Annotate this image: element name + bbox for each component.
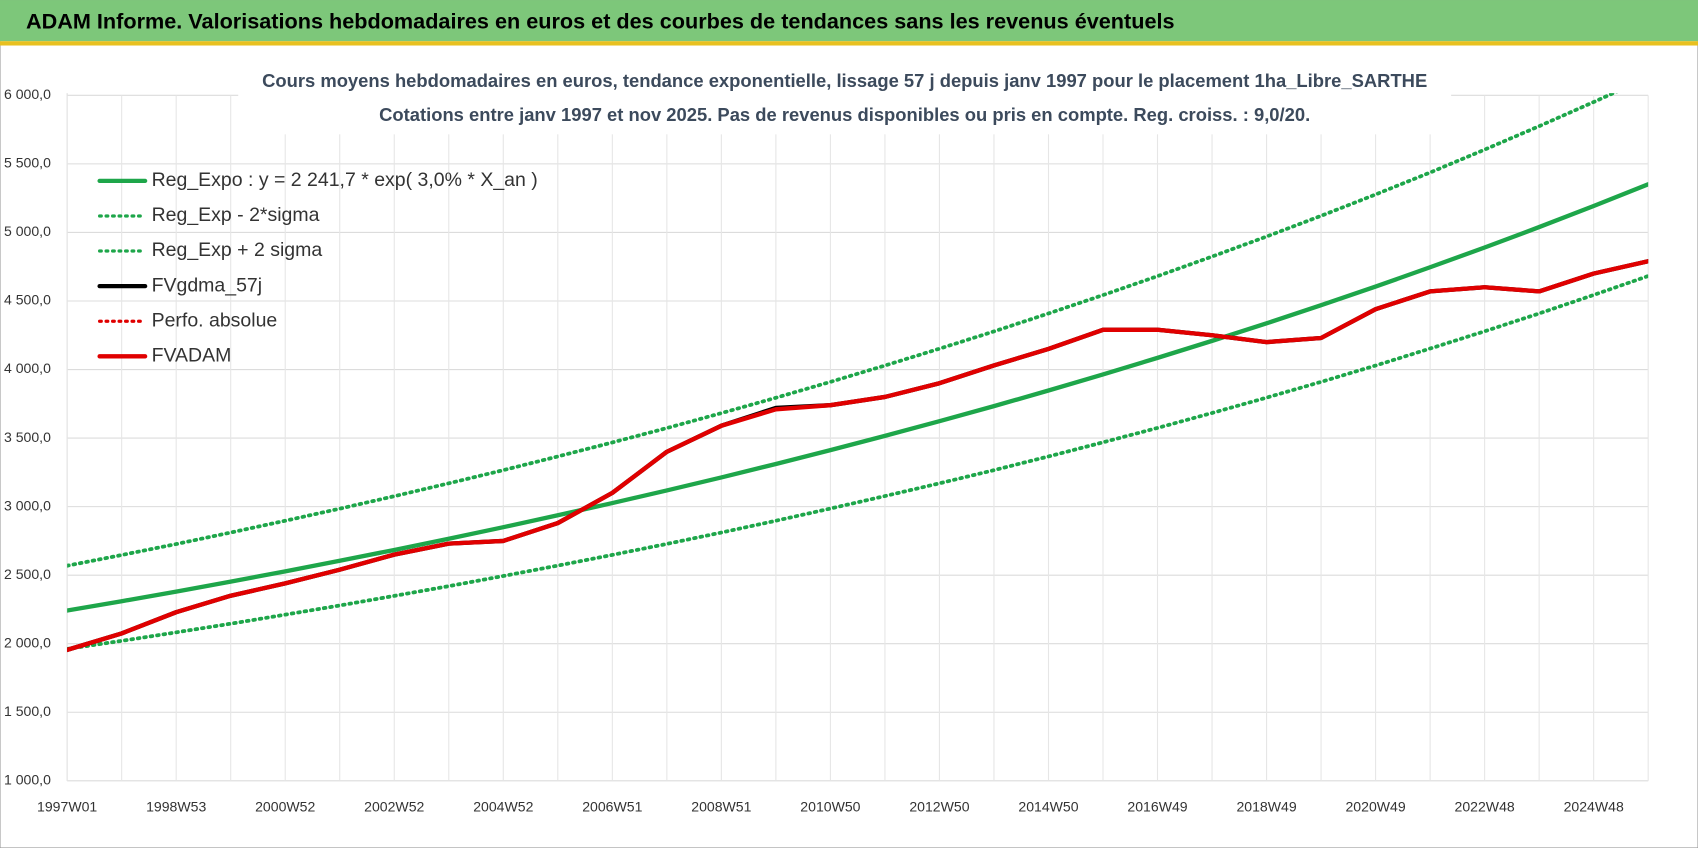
legend: Reg_Expo : y = 2 241,7 * exp( 3,0% * X_a… xyxy=(97,169,538,366)
series-line xyxy=(67,93,1618,568)
x-tick-label: 2008W51 xyxy=(691,799,751,815)
x-tick-label: 2016W49 xyxy=(1127,799,1187,815)
y-tick-label: 5 000,0 xyxy=(4,223,51,239)
y-tick-label: 1 000,0 xyxy=(4,772,51,788)
y-tick-label: 5 500,0 xyxy=(4,155,51,171)
legend-label: Reg_Exp - 2*sigma xyxy=(152,204,320,226)
y-tick-label: 1 500,0 xyxy=(4,703,51,719)
header-title: ADAM Informe. Valorisations hebdomadaire… xyxy=(26,9,1175,34)
x-tick-label: 1998W53 xyxy=(146,799,206,815)
x-tick-label: 2002W52 xyxy=(364,799,424,815)
series-line xyxy=(67,274,1649,651)
y-tick-label: 3 500,0 xyxy=(4,429,51,445)
chart-subtitle: Cotations entre janv 1997 et nov 2025. P… xyxy=(379,104,1310,125)
legend-label: FVgdma_57j xyxy=(152,274,262,296)
y-tick-label: 2 500,0 xyxy=(4,566,51,582)
legend-label: Reg_Expo : y = 2 241,7 * exp( 3,0% * X_a… xyxy=(152,169,538,191)
y-tick-label: 4 000,0 xyxy=(4,360,51,376)
series-line xyxy=(67,182,1649,613)
x-tick-label: 2020W49 xyxy=(1345,799,1405,815)
chart-title: Cours moyens hebdomadaires en euros, ten… xyxy=(262,70,1427,91)
series-group xyxy=(67,93,1649,653)
header-rule xyxy=(0,41,1698,46)
legend-label: Perfo. absolue xyxy=(152,309,278,331)
grid: 1 000,0 1 500,0 2 000,0 2 500,0 3 000,0 3 500… xyxy=(4,86,1649,815)
legend-label: FVADAM xyxy=(152,344,232,366)
x-tick-label: 2018W49 xyxy=(1236,799,1296,815)
x-tick-label: 2010W50 xyxy=(800,799,860,815)
x-tick-label: 2012W50 xyxy=(909,799,969,815)
x-tick-label: 2022W48 xyxy=(1455,799,1515,815)
series-line xyxy=(67,259,1649,653)
x-tick-label: 2024W48 xyxy=(1564,799,1624,815)
x-tick-label: 2000W52 xyxy=(255,799,315,815)
x-tick-label: 1997W01 xyxy=(37,799,97,815)
legend-label: Reg_Exp + 2 sigma xyxy=(152,239,323,261)
x-tick-label: 2004W52 xyxy=(473,799,533,815)
y-tick-label: 3 000,0 xyxy=(4,497,51,513)
y-tick-label: 6 000,0 xyxy=(4,86,51,102)
header-bar xyxy=(0,0,1698,42)
y-tick-label: 4 500,0 xyxy=(4,292,51,308)
x-tick-label: 2014W50 xyxy=(1018,799,1078,815)
y-tick-label: 2 000,0 xyxy=(4,634,51,650)
title-backdrop xyxy=(238,67,1452,135)
x-tick-label: 2006W51 xyxy=(582,799,642,815)
